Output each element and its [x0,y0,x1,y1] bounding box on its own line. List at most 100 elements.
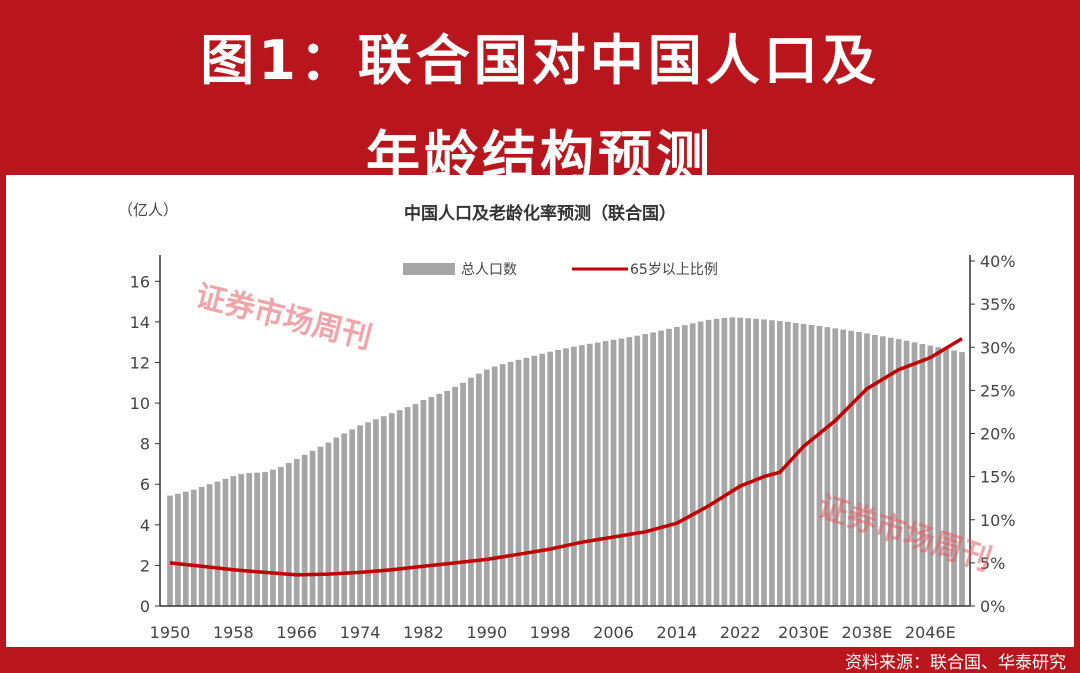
population-bar [214,481,221,606]
y2-tick-label: 30% [980,338,1016,357]
y2-tick-label: 25% [980,381,1016,400]
population-bar [776,321,783,606]
population-bar [935,347,942,606]
population-bar [927,345,934,606]
population-bar [373,419,379,606]
x-tick-label: 2030E [778,623,829,642]
legend-bar-swatch [403,263,455,275]
population-bar [753,318,759,606]
x-tick-label: 1958 [213,623,254,642]
population-bar [531,355,538,606]
population-bar [539,353,546,606]
y-axis-unit: （亿人） [118,201,178,219]
population-bar [333,437,340,606]
population-bar [278,466,284,606]
population-bar [745,318,752,606]
y-tick-label: 6 [140,475,150,494]
population-bar [206,484,213,606]
population-bar [761,319,767,606]
x-tick-label: 1966 [276,623,317,642]
population-bar [879,336,886,606]
population-bar [856,332,862,606]
x-tick-label: 1950 [150,623,191,642]
x-tick-label: 2046E [905,623,956,642]
population-bar [436,393,443,606]
population-bar [816,325,823,606]
population-bar [919,344,926,606]
population-bar [626,337,633,606]
population-bar [959,352,965,606]
population-bar [943,348,950,606]
legend-line-label: 65岁以上比例 [630,262,718,278]
population-bar [246,473,253,606]
population-bar [681,325,688,606]
population-bar [420,400,427,606]
population-bar [357,425,363,606]
y2-tick-label: 35% [980,295,1016,314]
population-bar [515,359,522,606]
population-bar [848,330,854,606]
population-bar [864,333,870,606]
population-bar [903,340,910,606]
y2-tick-label: 0% [980,597,1005,616]
population-bar [444,390,451,606]
population-bar [365,422,371,606]
population-bar [792,322,799,606]
population-bar [262,472,268,606]
population-bar [270,469,276,606]
population-bar [309,450,316,606]
x-tick-label: 1998 [530,623,571,642]
y-tick-label: 16 [130,272,150,291]
population-bar [499,364,506,606]
population-bar [634,335,641,606]
y-tick-label: 10 [130,394,150,413]
population-bar [460,382,466,606]
chart: 中国人口及老龄化率预测（联合国） （亿人） 总人口数 65岁以上比例 0 2 4 6 8… [118,201,1016,642]
population-bar [325,442,332,606]
y2-tick-label: 20% [980,425,1016,444]
population-bar [872,334,878,606]
y2-tick-label: 15% [980,468,1016,487]
population-bar [666,328,672,606]
population-bar [222,478,229,606]
population-bar [808,324,815,606]
y-tick-label: 14 [130,313,150,332]
source-note: 资料来源：联合国、华泰研究 [845,653,1066,673]
y-tick-label: 0 [140,597,150,616]
population-bar [349,429,356,606]
header-title-line1: 图1：联合国对中国人口及 [200,29,880,92]
x-tick-label: 2014 [657,623,698,642]
x-tick-label: 1974 [340,623,381,642]
x-tick-label: 2038E [842,623,893,642]
population-bar [729,317,736,606]
y-tick-label: 2 [140,556,150,575]
y2-tick-label: 40% [980,252,1016,271]
population-bar [404,407,411,606]
chart-title: 中国人口及老龄化率预测（联合国） [404,203,676,224]
x-tick-label: 2022 [720,623,761,642]
population-bar [182,491,189,606]
population-bar [705,319,712,606]
population-bar [642,334,649,606]
population-bar [476,373,482,606]
population-bar [602,341,609,606]
population-bar [713,318,720,606]
legend-bar-label: 总人口数 [461,262,517,278]
population-bar [341,433,348,606]
population-bar [483,369,490,606]
y-tick-label: 8 [140,435,150,454]
y2-tick-label: 5% [980,554,1005,573]
population-bar [388,413,395,606]
population-bar [650,332,656,606]
population-bar [610,339,617,606]
y2-tick-label: 10% [980,511,1016,530]
population-bar [832,328,839,606]
population-bar [293,458,300,606]
population-bar [887,337,894,606]
population-bar [254,472,260,606]
population-bar [428,396,435,606]
population-bar [618,338,625,606]
chart-panel: 中国人口及老龄化率预测（联合国） （亿人） 总人口数 65岁以上比例 0 2 4 6 8… [6,175,1074,647]
population-bar [951,350,957,606]
legend: 总人口数 65岁以上比例 [403,262,718,278]
